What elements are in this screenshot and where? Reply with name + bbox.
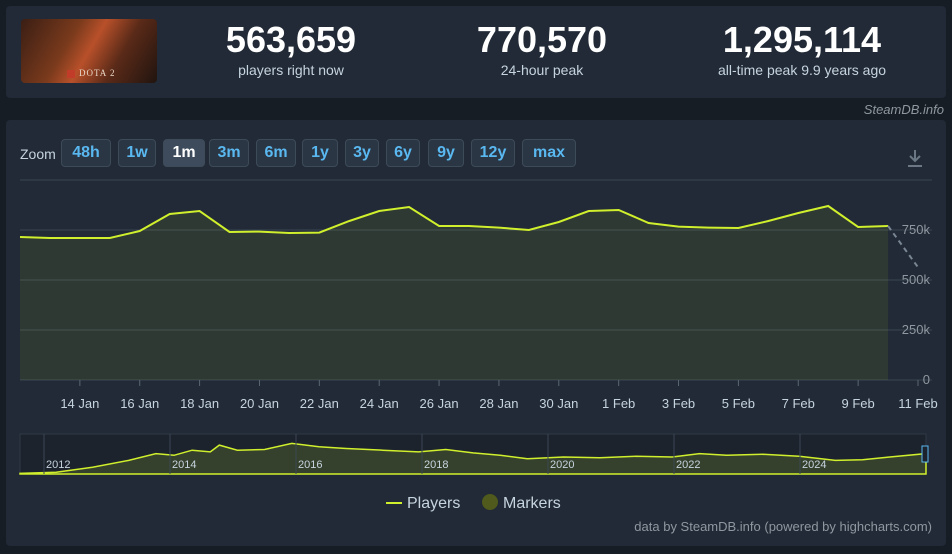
chart-credit: data by SteamDB.info (powered by highcha… [634, 519, 932, 534]
navigator-tick-label: 2016 [298, 459, 322, 471]
navigator-tick-label: 2024 [802, 459, 826, 471]
stats-header: DOTA 2 563,659 players right now 770,570… [6, 6, 946, 98]
x-tick-label: 9 Feb [842, 396, 875, 411]
x-tick-label: 20 Jan [240, 396, 279, 411]
y-tick-label: 0 [923, 372, 930, 387]
y-tick-label: 750k [902, 222, 931, 237]
stat-all-time-peak: 1,295,114 all-time peak 9.9 years ago [682, 19, 922, 79]
zoom-button-3m[interactable]: 3m [209, 139, 249, 167]
x-tick-label: 26 Jan [420, 396, 459, 411]
navigator-tick-label: 2014 [172, 459, 196, 471]
player-chart: Zoom 48h 1w 1m 3m 6m 1y 3y 6y 9y 12y max 750k 500k 2… [6, 120, 946, 546]
zoom-button-6m[interactable]: 6m [256, 139, 296, 167]
source-credit: SteamDB.info [863, 102, 944, 117]
legend-players-label: Players [407, 495, 460, 512]
x-tick-label: 18 Jan [180, 396, 219, 411]
zoom-button-1y[interactable]: 1y [302, 139, 338, 167]
dota-logo-icon [67, 70, 75, 78]
zoom-button-3y[interactable]: 3y [345, 139, 379, 167]
navigator-tick-label: 2020 [550, 459, 574, 471]
stat-label: players right now [238, 62, 344, 78]
stat-label: 24-hour peak [500, 62, 584, 78]
series-line-players [19, 204, 889, 239]
x-tick-label: 22 Jan [300, 396, 339, 411]
navigator-handle [921, 445, 929, 463]
x-tick-label: 5 Feb [722, 396, 755, 411]
stat-value: 563,659 [225, 19, 357, 60]
navigator-tick-label: 2022 [676, 459, 700, 471]
legend-markers-swatch [482, 494, 498, 510]
chart-canvas[interactable]: 750k 500k 250k 0 14 Jan 16 Jan 18 Jan 20 Jan 22 … [6, 120, 946, 546]
series-area [20, 206, 889, 380]
game-thumbnail[interactable]: DOTA 2 [21, 19, 157, 83]
x-tick-label: 11 Feb [898, 396, 938, 411]
legend-markers-label: Markers [503, 495, 561, 512]
zoom-button-12y[interactable]: 12y [471, 139, 515, 167]
stat-current-players: 563,659 players right now [171, 19, 411, 79]
stat-24h-peak: 770,570 24-hour peak [422, 19, 662, 79]
zoom-button-1m[interactable]: 1m [163, 139, 205, 167]
zoom-label: Zoom [20, 146, 56, 162]
game-logo-text: DOTA 2 [79, 68, 116, 78]
x-tick-label: 30 Jan [539, 396, 578, 411]
y-tick-label: 250k [902, 322, 931, 337]
x-tick-label: 7 Feb [782, 396, 815, 411]
navigator-series [19, 442, 927, 475]
navigator [19, 433, 927, 475]
x-tick-label: 28 Jan [479, 396, 518, 411]
stat-label: all-time peak 9.9 years ago [717, 62, 887, 78]
zoom-button-6y[interactable]: 6y [386, 139, 420, 167]
x-tick-label: 14 Jan [60, 396, 99, 411]
x-tick-label: 1 Feb [602, 396, 635, 411]
y-tick-label: 500k [902, 272, 931, 287]
stat-value: 1,295,114 [722, 19, 882, 60]
x-tick-label: 3 Feb [662, 396, 695, 411]
navigator-tick-label: 2012 [46, 459, 70, 471]
zoom-button-max[interactable]: max [522, 139, 576, 167]
x-tick-label: 16 Jan [120, 396, 159, 411]
navigator-tick-label: 2018 [424, 459, 448, 471]
download-icon[interactable] [906, 148, 924, 173]
stat-value: 770,570 [476, 19, 608, 60]
zoom-button-9y[interactable]: 9y [428, 139, 464, 167]
x-tick-label: 24 Jan [360, 396, 399, 411]
zoom-button-48h[interactable]: 48h [61, 139, 111, 167]
zoom-button-1w[interactable]: 1w [118, 139, 156, 167]
